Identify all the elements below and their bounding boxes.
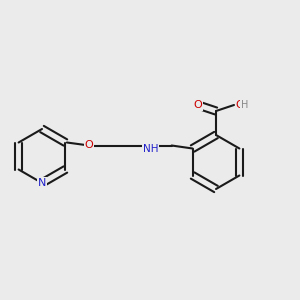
- Text: O: O: [85, 140, 94, 151]
- Text: H: H: [241, 100, 248, 110]
- Text: O: O: [194, 100, 202, 110]
- Text: O: O: [236, 100, 244, 110]
- Text: N: N: [38, 178, 46, 188]
- Text: NH: NH: [143, 143, 158, 154]
